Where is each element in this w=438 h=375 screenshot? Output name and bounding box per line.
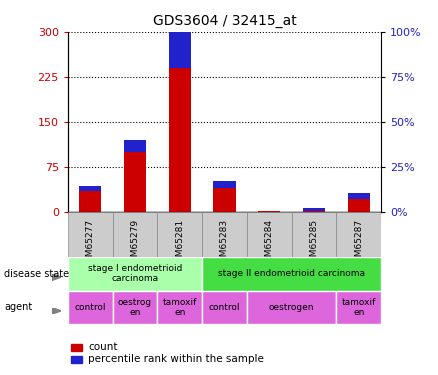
- Bar: [169, 29, 191, 68]
- Bar: [347, 193, 370, 199]
- Bar: [68, 291, 113, 324]
- Bar: [292, 212, 336, 257]
- Bar: [113, 212, 157, 257]
- Bar: [68, 212, 113, 257]
- Bar: [157, 291, 202, 324]
- Text: GSM65277: GSM65277: [86, 219, 95, 268]
- Bar: [213, 188, 236, 212]
- Text: oestrog
en: oestrog en: [118, 298, 152, 317]
- Bar: [202, 212, 247, 257]
- Text: GSM65279: GSM65279: [131, 219, 139, 268]
- Text: count: count: [88, 342, 118, 352]
- Polygon shape: [52, 308, 61, 314]
- Text: control: control: [74, 303, 106, 312]
- Text: agent: agent: [4, 303, 32, 312]
- Bar: [79, 191, 102, 212]
- Text: GSM65284: GSM65284: [265, 219, 274, 268]
- Text: stage I endometrioid
carcinoma: stage I endometrioid carcinoma: [88, 264, 182, 284]
- Bar: [303, 211, 325, 212]
- Bar: [202, 291, 247, 324]
- Bar: [258, 211, 280, 212]
- Bar: [213, 181, 236, 188]
- Bar: [347, 199, 370, 212]
- Bar: [336, 212, 381, 257]
- Bar: [68, 257, 202, 291]
- Bar: [124, 140, 146, 152]
- Text: stage II endometrioid carcinoma: stage II endometrioid carcinoma: [218, 269, 365, 278]
- Bar: [247, 212, 292, 257]
- Text: GDS3604 / 32415_at: GDS3604 / 32415_at: [152, 14, 297, 28]
- Text: tamoxif
en: tamoxif en: [162, 298, 197, 317]
- Bar: [336, 291, 381, 324]
- Text: GSM65281: GSM65281: [175, 219, 184, 268]
- Bar: [169, 68, 191, 212]
- Bar: [71, 344, 82, 351]
- Polygon shape: [52, 274, 61, 280]
- Text: GSM65285: GSM65285: [310, 219, 318, 268]
- Text: percentile rank within the sample: percentile rank within the sample: [88, 354, 264, 364]
- Bar: [71, 356, 82, 363]
- Text: disease state: disease state: [4, 269, 70, 279]
- Bar: [113, 291, 157, 324]
- Text: tamoxif
en: tamoxif en: [342, 298, 376, 317]
- Text: GSM65283: GSM65283: [220, 219, 229, 268]
- Text: oestrogen: oestrogen: [269, 303, 314, 312]
- Bar: [157, 212, 202, 257]
- Bar: [247, 291, 336, 324]
- Bar: [79, 186, 102, 191]
- Text: control: control: [209, 303, 240, 312]
- Bar: [303, 208, 325, 211]
- Bar: [202, 257, 381, 291]
- Bar: [124, 152, 146, 212]
- Text: GSM65287: GSM65287: [354, 219, 363, 268]
